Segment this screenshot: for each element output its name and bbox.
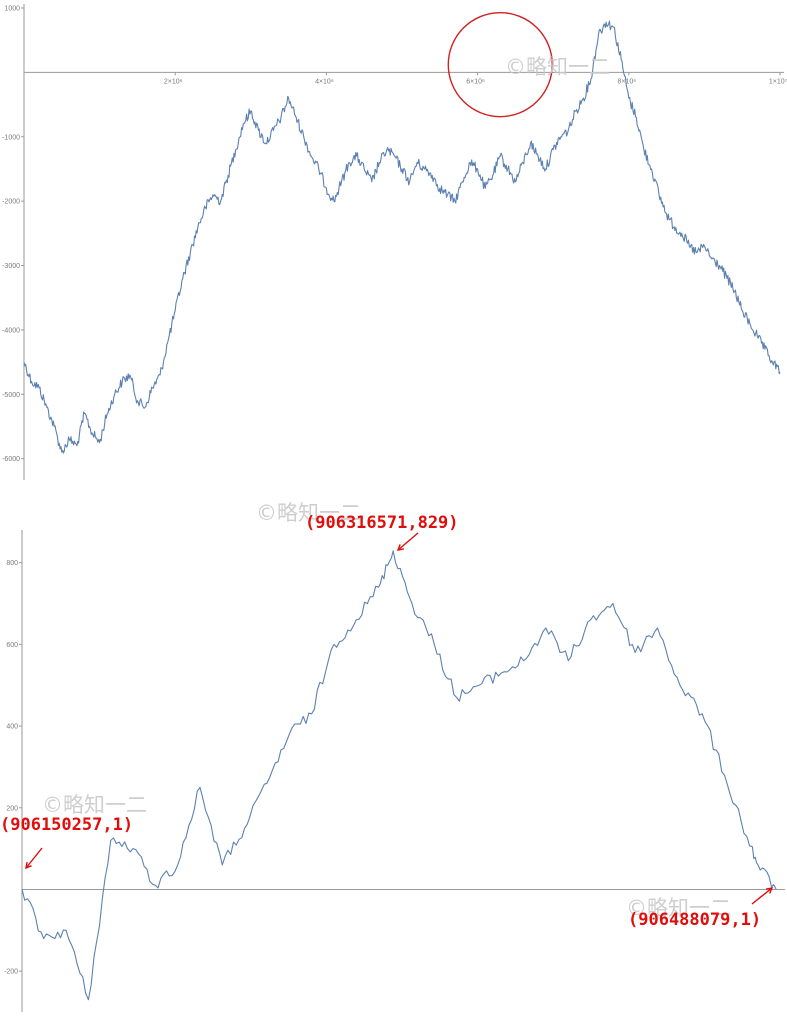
top-y-tick-label: 1000 [4, 6, 20, 13]
top-x-tick-label: 8×10⁶ [617, 78, 636, 85]
arrow-head-icon [765, 887, 774, 894]
bottom-y-tick-label: 200 [6, 805, 18, 812]
top-series-line [23, 20, 781, 454]
top-y-tick-label: -6000 [2, 456, 20, 463]
bottom-y-tick-label: 800 [6, 560, 18, 567]
bottom-series-line [21, 550, 777, 1001]
top-y-tick-label: -5000 [2, 392, 20, 399]
watermark-bottom-left: ©略知一二 [42, 793, 147, 817]
point-annotation-label: (906488079,1) [628, 910, 761, 930]
top-x-tick-label: 6×10⁶ [466, 78, 485, 85]
bottom-y-tick-label: -200 [4, 969, 18, 976]
bottom-line-chart: 800 600 400 200 -200 ©略知一二 ©略知一二 ©略知一二 (9061… [0, 501, 785, 1012]
arrow-head-icon [396, 544, 405, 551]
point-annotation-arrow [751, 887, 773, 905]
point-annotation-label: (906316571,829) [305, 513, 459, 533]
watermark-bottom-top: ©略知一二 [256, 501, 361, 525]
top-line-chart: 1000 -1000 -2000 -3000 -4000 -5000 -6000 2×10⁶ 4… [2, 4, 787, 480]
arrow-head-icon [25, 861, 32, 870]
bottom-y-tick-label: 400 [6, 724, 18, 731]
watermark-bottom-right: ©略知一二 [626, 896, 731, 920]
point-annotation-label: (906150257,1) [0, 815, 133, 835]
top-y-tick-label: -3000 [2, 263, 20, 270]
top-y-tick-label: -2000 [2, 199, 20, 206]
top-y-tick-label: -4000 [2, 327, 20, 334]
top-tick-group: 1000 -1000 -2000 -3000 -4000 -5000 -6000 2×10⁶ 4… [2, 6, 787, 464]
point-annotation-arrow [25, 847, 43, 869]
bottom-tick-group: 800 600 400 200 -200 [4, 560, 22, 976]
point-annotation-arrow [397, 532, 419, 551]
bottom-annotation-group: (906150257,1) (906316571,829) (906488079,1… [0, 513, 774, 930]
top-x-tick-label: 4×10⁶ [315, 78, 334, 85]
top-x-tick-label: 2×10⁶ [164, 78, 183, 85]
watermark-top: ©略知一二 [505, 55, 610, 79]
bottom-y-tick-label: 600 [6, 642, 18, 649]
top-y-tick-label: -1000 [2, 134, 20, 141]
peak-highlight-circle [447, 11, 553, 118]
top-x-tick-label: 1×10⁷ [769, 78, 787, 85]
